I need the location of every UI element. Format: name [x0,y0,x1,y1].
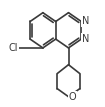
Text: Cl: Cl [9,43,18,53]
Text: N: N [82,34,89,44]
Text: N: N [82,16,89,27]
Text: O: O [69,92,76,102]
